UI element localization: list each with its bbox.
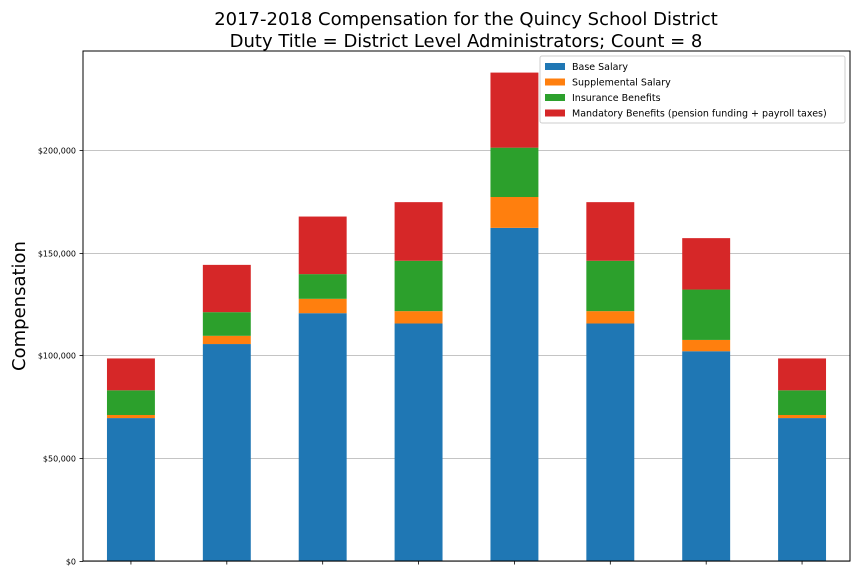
bar-segment-2	[394, 260, 443, 312]
bar-segment-2	[586, 260, 635, 312]
chart-title: 2017-2018 Compensation for the Quincy Sc…	[214, 9, 718, 30]
legend-swatch	[545, 94, 565, 101]
bar-segment-1	[490, 197, 539, 228]
y-axis-label: Compensation	[9, 241, 30, 371]
x-axis	[130, 561, 803, 565]
grid-layer	[83, 150, 850, 562]
bar-segment-1	[202, 335, 251, 345]
bar-segment-0	[106, 418, 155, 561]
bar-segment-2	[202, 312, 251, 336]
bar-segment-2	[682, 289, 731, 340]
bar-segment-0	[490, 227, 539, 561]
chart-subtitle: Duty Title = District Level Administrato…	[230, 31, 703, 52]
bar-segment-3	[778, 358, 827, 391]
bar-segment-1	[298, 298, 347, 314]
bar-segment-2	[298, 274, 347, 299]
bar-segment-2	[490, 147, 539, 198]
legend-label: Insurance Benefits	[572, 93, 661, 104]
bar-segment-3	[682, 238, 731, 290]
bar-segment-1	[682, 339, 731, 352]
bar-segment-3	[106, 358, 155, 391]
bars-layer	[106, 72, 827, 561]
bar-segment-0	[298, 313, 347, 561]
plot-frame	[82, 50, 851, 562]
bar-segment-0	[202, 344, 251, 561]
bar-segment-0	[778, 418, 827, 561]
y-tick-label: $0	[66, 558, 76, 567]
bar-segment-3	[202, 264, 251, 313]
y-tick-label: $200,000	[38, 147, 76, 156]
bar-segment-1	[106, 414, 155, 419]
y-axis: $0 $50,000 $100,000 $150,000 $200,000	[38, 147, 83, 567]
legend-box	[539, 55, 846, 124]
bar-segment-2	[106, 390, 155, 415]
legend-label: Supplemental Salary	[572, 78, 671, 89]
bar-segment-0	[682, 351, 731, 561]
bar-segment-1	[586, 311, 635, 324]
legend: Base Salary Supplemental Salary Insurance …	[539, 55, 846, 124]
bar-segment-3	[586, 202, 635, 261]
y-tick-label: $50,000	[43, 455, 76, 464]
legend-label: Base Salary	[572, 62, 628, 73]
bar-segment-3	[394, 202, 443, 261]
bar-segment-1	[778, 414, 827, 419]
bar-segment-3	[490, 72, 539, 148]
legend-swatch	[545, 109, 565, 117]
bar-segment-3	[298, 216, 347, 275]
bar-segment-1	[394, 311, 443, 324]
bar-segment-2	[778, 390, 827, 415]
y-tick-label: $150,000	[38, 250, 76, 259]
legend-label: Mandatory Benefits (pension funding + pa…	[572, 109, 827, 120]
bar-segment-0	[586, 323, 635, 561]
y-tick-label: $100,000	[38, 352, 76, 361]
legend-swatch	[545, 63, 565, 70]
legend-swatch	[545, 78, 565, 86]
bar-segment-0	[394, 323, 443, 561]
